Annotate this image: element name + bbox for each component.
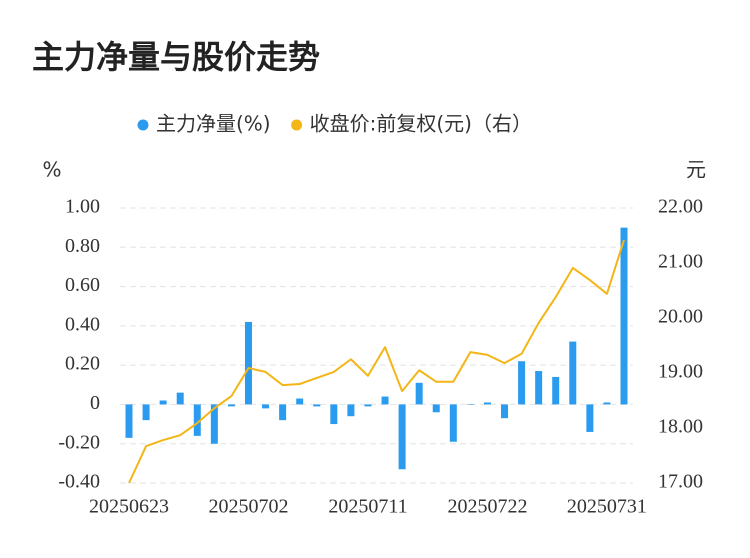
y2-tick-label: 18.00 [658, 416, 703, 438]
bar [620, 227, 628, 405]
y2-axis-label: 元 [686, 158, 706, 182]
legend-marker [291, 119, 303, 131]
y2-tick-label: 17.00 [658, 471, 703, 493]
bar [227, 404, 235, 407]
y-tick-label: 0.20 [65, 353, 100, 375]
legend-label: 主力净量(%) [156, 112, 271, 136]
x-tick-label: 20250731 [567, 496, 647, 518]
bar [142, 404, 150, 421]
bar [398, 404, 406, 470]
bar [501, 404, 509, 419]
bar [176, 392, 184, 405]
y-tick-label: 0.60 [65, 274, 100, 296]
bar [244, 321, 252, 405]
bar [449, 404, 457, 442]
bar [262, 404, 270, 409]
bar [296, 398, 304, 405]
bar [159, 400, 167, 405]
bar [603, 402, 611, 405]
bar [518, 361, 526, 405]
y-tick-label: 0 [90, 392, 100, 414]
x-tick-label: 20250711 [328, 496, 407, 518]
bar [210, 404, 218, 444]
bar [569, 341, 577, 405]
bar [364, 404, 372, 407]
y-tick-label: 1.00 [65, 196, 100, 218]
y-axis-label: % [42, 158, 61, 182]
bar [552, 376, 560, 405]
y-tick-label: -0.40 [58, 471, 100, 493]
y2-tick-label: 19.00 [658, 361, 703, 383]
legend: 主力净量(%) 收盘价:前复权(元)（右） [137, 112, 532, 136]
bar [466, 404, 474, 405]
bar [347, 404, 355, 417]
bar [330, 404, 338, 425]
x-tick-label: 20250722 [447, 496, 527, 518]
x-tick-label: 20250623 [89, 496, 169, 518]
bar [193, 404, 201, 436]
legend-label: 收盘价:前复权(元)（右） [310, 112, 532, 136]
bar [483, 402, 491, 405]
bar [415, 382, 423, 405]
y-tick-label: 0.80 [65, 235, 100, 257]
price-line [128, 239, 625, 484]
bar [125, 404, 133, 438]
bar [586, 404, 594, 432]
bar [432, 404, 440, 413]
y2-tick-label: 20.00 [658, 306, 703, 328]
legend-marker [137, 119, 149, 131]
bar [381, 396, 389, 405]
bar [535, 371, 543, 405]
bar [279, 404, 287, 421]
bar [313, 404, 321, 407]
y-tick-label: 0.40 [65, 313, 100, 335]
y2-tick-label: 22.00 [658, 196, 703, 218]
y-tick-label: -0.20 [58, 431, 100, 453]
y2-tick-label: 21.00 [658, 251, 703, 273]
x-tick-label: 20250702 [208, 496, 288, 518]
chart-title: 主力净量与股价走势 [32, 38, 320, 76]
